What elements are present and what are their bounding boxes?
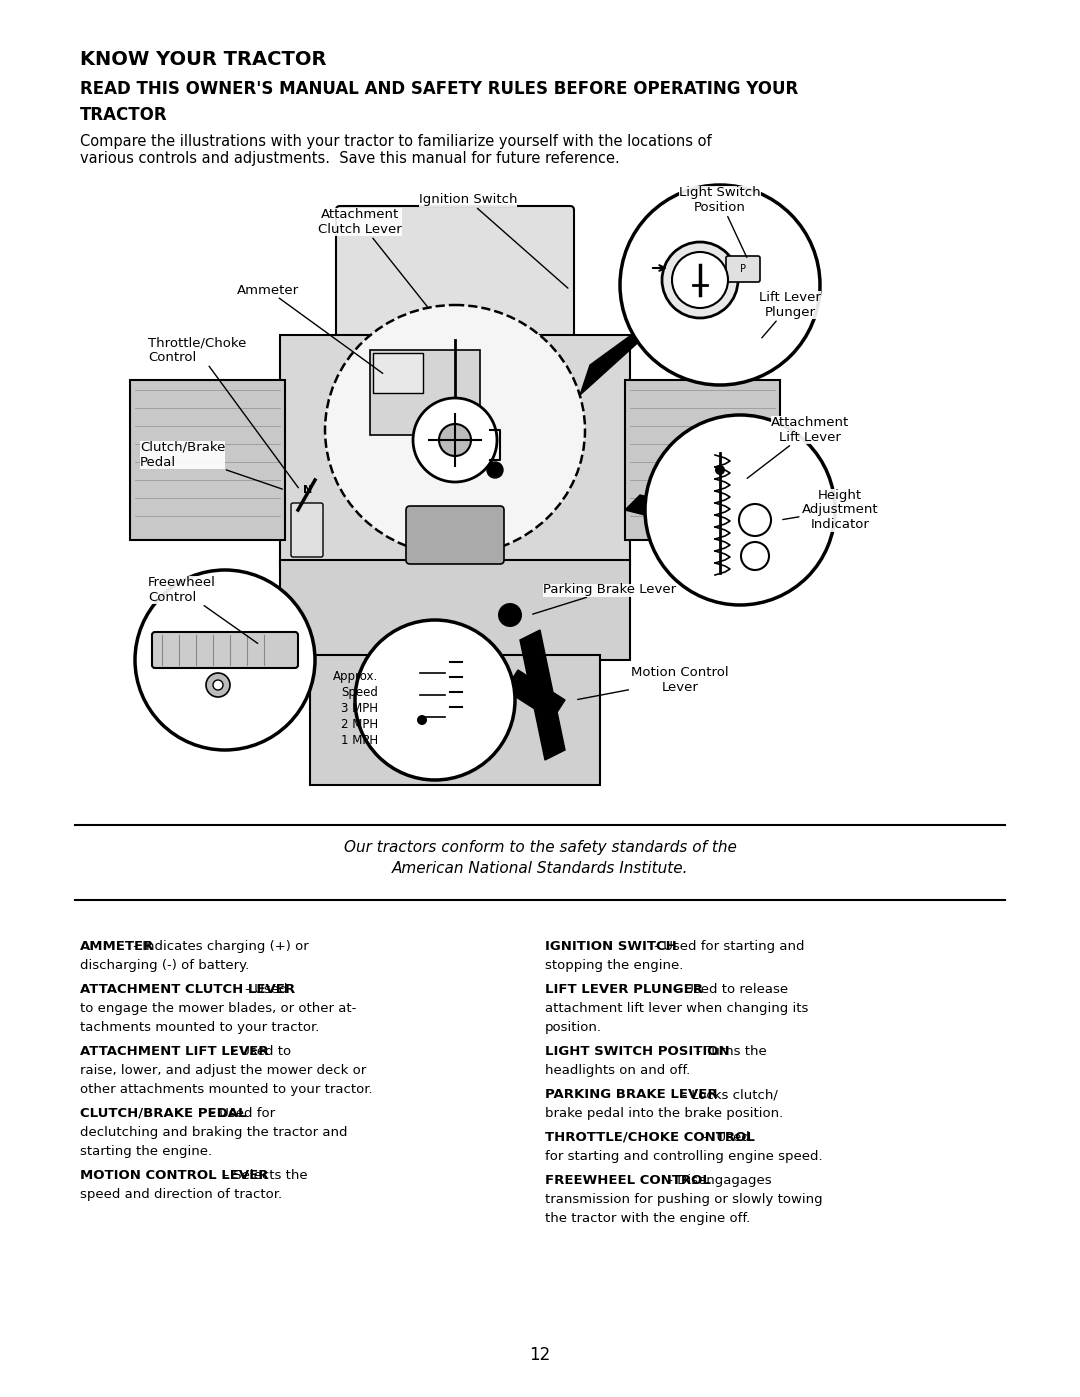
Circle shape — [620, 184, 820, 386]
Text: Height
Adjustment
Indicator: Height Adjustment Indicator — [783, 489, 878, 531]
Text: THROTTLE/CHOKE CONTROL: THROTTLE/CHOKE CONTROL — [545, 1132, 755, 1144]
Text: N: N — [303, 485, 312, 495]
FancyBboxPatch shape — [291, 503, 323, 557]
Circle shape — [645, 415, 835, 605]
Text: LIFT LEVER PLUNGER: LIFT LEVER PLUNGER — [545, 983, 703, 996]
Text: - Selects the: - Selects the — [220, 1169, 308, 1182]
Text: raise, lower, and adjust the mower deck or: raise, lower, and adjust the mower deck … — [80, 1065, 366, 1077]
FancyBboxPatch shape — [280, 335, 630, 564]
Circle shape — [413, 398, 497, 482]
Text: ATTACHMENT LIFT LEVER: ATTACHMENT LIFT LEVER — [80, 1045, 269, 1058]
Text: KNOW YOUR TRACTOR: KNOW YOUR TRACTOR — [80, 50, 326, 68]
Text: brake pedal into the brake position.: brake pedal into the brake position. — [545, 1106, 783, 1120]
Text: AMMETER: AMMETER — [80, 940, 154, 953]
Polygon shape — [625, 495, 700, 525]
Circle shape — [206, 673, 230, 697]
Text: - Used for starting and: - Used for starting and — [650, 940, 805, 953]
Text: LIGHT SWITCH POSITION: LIGHT SWITCH POSITION — [545, 1045, 730, 1058]
Text: declutching and braking the tractor and: declutching and braking the tractor and — [80, 1126, 348, 1139]
FancyBboxPatch shape — [370, 351, 480, 434]
FancyBboxPatch shape — [625, 380, 780, 541]
Text: Motion Control
Lever: Motion Control Lever — [578, 666, 729, 700]
FancyBboxPatch shape — [373, 353, 423, 393]
Text: speed and direction of tractor.: speed and direction of tractor. — [80, 1187, 282, 1201]
FancyBboxPatch shape — [130, 380, 285, 541]
Text: Light Switch
Position: Light Switch Position — [679, 186, 760, 257]
Circle shape — [355, 620, 515, 780]
Text: - Used for: - Used for — [206, 1106, 275, 1120]
FancyBboxPatch shape — [726, 256, 760, 282]
Text: Attachment
Lift Lever: Attachment Lift Lever — [747, 416, 849, 478]
Circle shape — [417, 715, 427, 725]
Text: P: P — [740, 264, 746, 274]
Circle shape — [498, 604, 522, 627]
Text: MOTION CONTROL LEVER: MOTION CONTROL LEVER — [80, 1169, 269, 1182]
Text: starting the engine.: starting the engine. — [80, 1146, 212, 1158]
Circle shape — [487, 462, 503, 478]
FancyBboxPatch shape — [336, 205, 573, 344]
Text: - Used to: - Used to — [227, 1045, 292, 1058]
Text: FREEWHEEL CONTROL: FREEWHEEL CONTROL — [545, 1173, 711, 1187]
Text: CLUTCH/BRAKE PEDAL: CLUTCH/BRAKE PEDAL — [80, 1106, 246, 1120]
Text: - Indicates charging (+) or: - Indicates charging (+) or — [129, 940, 309, 953]
Text: - Turns the: - Turns the — [692, 1045, 767, 1058]
Text: ATTACHMENT CLUTCH LEVER: ATTACHMENT CLUTCH LEVER — [80, 983, 295, 996]
Text: - Disengagages: - Disengagages — [664, 1173, 771, 1187]
Text: attachment lift lever when changing its: attachment lift lever when changing its — [545, 1002, 808, 1016]
Text: Attachment
Clutch Lever: Attachment Clutch Lever — [319, 208, 429, 307]
Text: other attachments mounted to your tractor.: other attachments mounted to your tracto… — [80, 1083, 373, 1097]
FancyBboxPatch shape — [310, 655, 600, 785]
Text: position.: position. — [545, 1021, 602, 1034]
Circle shape — [715, 465, 725, 475]
Circle shape — [672, 251, 728, 307]
Text: Throttle/Choke
Control: Throttle/Choke Control — [148, 337, 298, 488]
Polygon shape — [580, 285, 700, 395]
Text: tachments mounted to your tractor.: tachments mounted to your tractor. — [80, 1021, 320, 1034]
Circle shape — [739, 504, 771, 536]
FancyBboxPatch shape — [280, 560, 630, 659]
Text: - Used: - Used — [241, 983, 287, 996]
Text: Approx.
Speed
3 MPH
2 MPH
1 MPH: Approx. Speed 3 MPH 2 MPH 1 MPH — [333, 671, 378, 747]
Text: the tractor with the engine off.: the tractor with the engine off. — [545, 1213, 751, 1225]
Text: 12: 12 — [529, 1345, 551, 1363]
Text: to engage the mower blades, or other at-: to engage the mower blades, or other at- — [80, 1002, 356, 1016]
Circle shape — [741, 542, 769, 570]
Text: for starting and controlling engine speed.: for starting and controlling engine spee… — [545, 1150, 823, 1162]
Circle shape — [135, 570, 315, 750]
Text: Lift Lever
Plunger: Lift Lever Plunger — [759, 291, 821, 338]
Text: Parking Brake Lever: Parking Brake Lever — [532, 584, 676, 615]
Text: Ignition Switch: Ignition Switch — [419, 194, 568, 288]
Text: READ THIS OWNER'S MANUAL AND SAFETY RULES BEFORE OPERATING YOUR: READ THIS OWNER'S MANUAL AND SAFETY RULE… — [80, 80, 798, 98]
Text: Our tractors conform to the safety standards of the
American National Standards : Our tractors conform to the safety stand… — [343, 840, 737, 876]
Text: PARKING BRAKE LEVER: PARKING BRAKE LEVER — [545, 1088, 717, 1101]
Text: stopping the engine.: stopping the engine. — [545, 958, 684, 972]
Text: Clutch/Brake
Pedal: Clutch/Brake Pedal — [140, 441, 282, 489]
Polygon shape — [505, 671, 565, 719]
Text: IGNITION SWITCH: IGNITION SWITCH — [545, 940, 677, 953]
Circle shape — [213, 680, 222, 690]
Text: Freewheel
Control: Freewheel Control — [148, 576, 258, 644]
Ellipse shape — [325, 305, 585, 555]
Text: Compare the illustrations with your tractor to familiarize yourself with the loc: Compare the illustrations with your trac… — [80, 134, 712, 166]
Text: headlights on and off.: headlights on and off. — [545, 1065, 690, 1077]
FancyBboxPatch shape — [406, 506, 504, 564]
Text: Ammeter: Ammeter — [237, 284, 382, 373]
Circle shape — [438, 425, 471, 455]
Text: transmission for pushing or slowly towing: transmission for pushing or slowly towin… — [545, 1193, 823, 1206]
Polygon shape — [519, 630, 565, 760]
Circle shape — [662, 242, 738, 319]
Text: discharging (-) of battery.: discharging (-) of battery. — [80, 958, 249, 972]
Text: - Used to release: - Used to release — [671, 983, 788, 996]
FancyBboxPatch shape — [152, 631, 298, 668]
Text: - Locks clutch/: - Locks clutch/ — [678, 1088, 778, 1101]
Text: -  Used: - Used — [699, 1132, 750, 1144]
Text: TRACTOR: TRACTOR — [80, 106, 167, 124]
